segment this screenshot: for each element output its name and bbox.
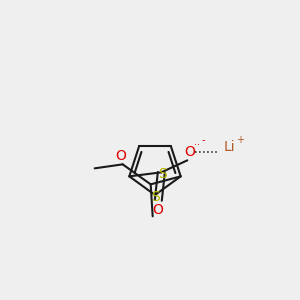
- Text: O: O: [115, 149, 126, 163]
- Text: ··: ··: [194, 140, 200, 150]
- Text: O: O: [184, 145, 195, 159]
- Text: S: S: [158, 167, 167, 181]
- Text: +: +: [236, 135, 244, 145]
- Text: S: S: [151, 190, 159, 204]
- Text: -: -: [201, 135, 205, 145]
- Text: Li: Li: [224, 140, 235, 154]
- Text: O: O: [152, 203, 163, 217]
